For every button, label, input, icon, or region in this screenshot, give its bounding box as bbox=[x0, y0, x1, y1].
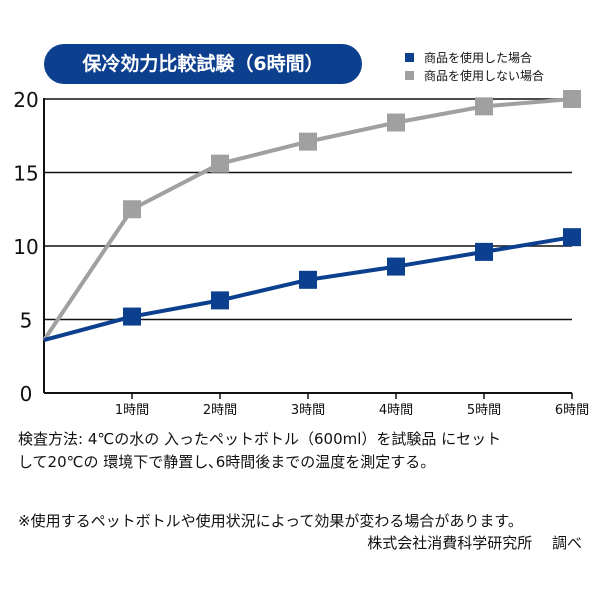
legend-label: 商品を使用した場合 bbox=[424, 50, 533, 65]
data-point bbox=[475, 97, 493, 116]
data-point bbox=[123, 307, 141, 326]
disclaimer: ※使用するペットボトルや使用状況によって効果が変わる場合があります。 bbox=[18, 512, 523, 530]
y-tick-label: 5 bbox=[20, 309, 33, 333]
legend-item-with-product: 商品を使用した場合 bbox=[405, 48, 544, 66]
y-tick-label: 10 bbox=[13, 235, 38, 259]
data-point bbox=[123, 200, 141, 219]
legend-swatch-blue bbox=[405, 52, 414, 62]
x-tick-label: 6時間 bbox=[555, 403, 589, 418]
legend-label: 商品を使用しない場合 bbox=[424, 68, 545, 83]
chart-title: 保冷効力比較試験（6時間） bbox=[44, 44, 362, 84]
method-line-1: 検査方法: 4℃の水の 入ったペットボトル（600ml）を試験品 にセット bbox=[18, 430, 502, 448]
legend: 商品を使用した場合 商品を使用しない場合 bbox=[405, 48, 544, 84]
legend-item-without-product: 商品を使用しない場合 bbox=[405, 66, 544, 84]
y-tick-label: 15 bbox=[13, 162, 38, 186]
legend-swatch-gray bbox=[405, 70, 414, 80]
x-tick-label: 4時間 bbox=[379, 403, 413, 418]
data-point bbox=[563, 90, 581, 108]
y-tick-label: 20 bbox=[13, 88, 38, 112]
data-point bbox=[211, 154, 229, 173]
data-point bbox=[299, 270, 317, 289]
data-point bbox=[475, 242, 493, 261]
x-tick-label: 3時間 bbox=[291, 403, 325, 418]
y-tick-label: 0 bbox=[20, 382, 33, 406]
data-point bbox=[387, 113, 405, 132]
data-point bbox=[299, 132, 317, 151]
data-point bbox=[387, 257, 405, 276]
method-line-2: して20℃の 環境下で静置し､6時間後までの温度を測定する。 bbox=[18, 453, 436, 471]
source: 株式会社消費科学研究所 調べ bbox=[367, 534, 582, 552]
data-point bbox=[211, 291, 229, 310]
x-tick-label: 1時間 bbox=[115, 403, 149, 418]
x-tick-label: 5時間 bbox=[467, 403, 501, 418]
data-point bbox=[563, 228, 581, 247]
x-tick-label: 2時間 bbox=[203, 403, 237, 418]
